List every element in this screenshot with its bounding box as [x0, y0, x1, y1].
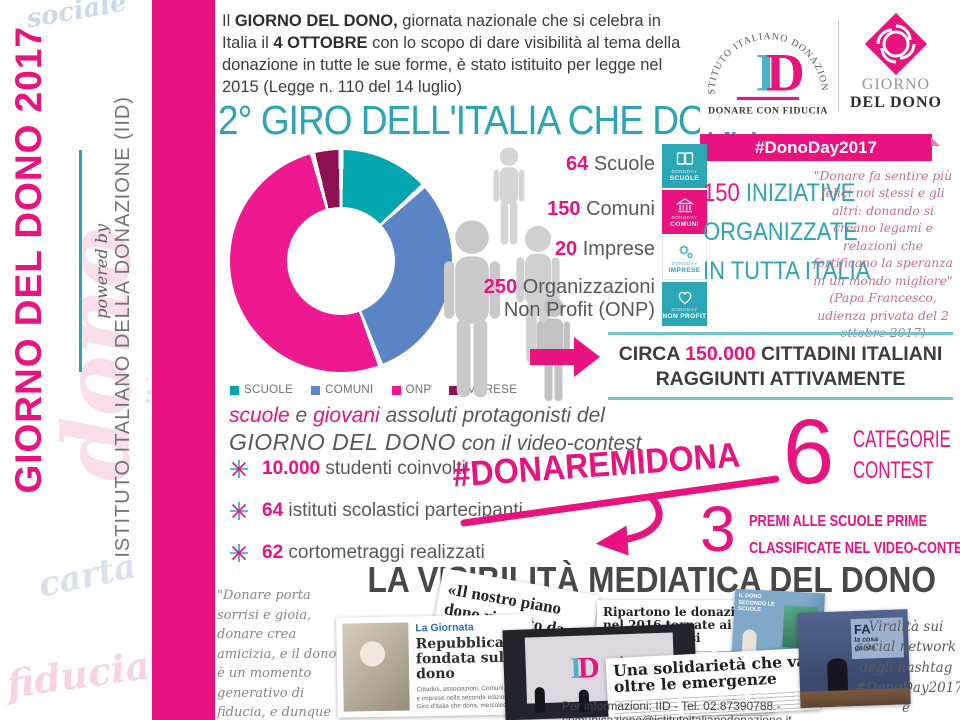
quote-text: "Donare fa sentire più felici noi stessi… [813, 169, 953, 288]
badge-comuni: DONODAY COMUNI [662, 190, 707, 234]
badge-brand: DONODAY [671, 261, 698, 266]
school-stat-row: 62 cortometraggi realizzati [228, 542, 485, 564]
giorno-del-dono-logo-icon [864, 12, 928, 76]
clipping-photo [342, 622, 410, 712]
sidebar-divider-line [79, 150, 82, 372]
badge-brand: DONODAY [671, 307, 698, 312]
clipping-headline: Una solidarietà che va oltre le emergenz… [612, 651, 807, 697]
legend-label: SCUOLE [244, 384, 294, 396]
book-icon [676, 152, 693, 165]
iid-letter-i: I [756, 43, 777, 103]
category-badges: DONODAY SCUOLE DONODAY COMUNI DONODAY IM… [662, 144, 707, 326]
stat-scuole: 64 Scuole [566, 153, 655, 175]
quote-mattarella: "Donare porta sorrisi e gioia, donare cr… [217, 586, 339, 720]
badge-label: IMPRESE [668, 267, 701, 274]
social-virality-note: Viralità sui social network degli hashta… [855, 619, 960, 716]
sidebar-magenta-bar [152, 0, 215, 720]
iid-tagline: DONARE CON FIDUCIA [708, 105, 828, 116]
hashtag-campaign-block: #DONAREMIDONA [451, 433, 789, 576]
iid-logo: ISTITUTO ITALIANO DONAZIONE I D DONARE C… [697, 0, 829, 116]
legend-label: COMUNI [325, 384, 374, 396]
badge-label: SCUOLE [669, 175, 700, 182]
badge-imprese: DONODAY IMPRESE [662, 236, 707, 280]
initiatives-claim: 150 INIZIATIVE ORGANIZZATE IN TUTTA ITAL… [703, 179, 871, 285]
badge-non-profit: DONODAY NON PROFIT [662, 282, 707, 326]
asterisk-icon [230, 460, 248, 478]
logo-divider [838, 20, 839, 112]
quote-papa-francesco: "Donare fa sentire più felici noi stessi… [812, 168, 954, 343]
badge-label: NON PROFIT [662, 313, 707, 320]
iid-screen-logo: ID [569, 651, 601, 686]
asterisk-icon [230, 502, 248, 520]
watermark-word: fiducia [3, 642, 153, 707]
sidebar-title: GIORNO DEL DONO 2017 [8, 26, 49, 494]
separator-line [608, 397, 953, 400]
badge-label: COMUNI [670, 221, 699, 228]
legend-swatch [311, 385, 321, 395]
swoosh-arrow-icon [460, 475, 780, 556]
legend-item: ONP [391, 384, 432, 396]
legend-item: COMUNI [311, 384, 373, 396]
badge-brand: DONODAY [671, 215, 698, 220]
badge-brand: DONODAY [671, 169, 698, 174]
legend-swatch [391, 385, 401, 395]
stat-comuni: 150 Comuni [547, 198, 655, 220]
reach-claim: CIRCA 150.000 CITTADINI ITALIANI RAGGIUN… [618, 343, 943, 391]
badge-scuole: DONODAY SCUOLE [662, 144, 707, 188]
bank-icon [675, 198, 694, 213]
sidebar-organization: ISTITUTO ITALIANO DELLA DONAZIONE (IID) [112, 96, 134, 558]
tv-person-silhouette [826, 658, 849, 693]
iid-letter-d: D [766, 43, 805, 103]
giorno-logo-line1: GIORNO [861, 76, 931, 93]
legend-swatch [449, 385, 459, 395]
page-title: 2° GIRO DELL'ITALIA CHE DONA [218, 97, 756, 143]
arrow-right-icon [530, 349, 574, 365]
powered-by-label: powered by [92, 224, 111, 319]
gears-icon [678, 245, 693, 259]
tv-caption: IL DONO SECONDO LE SCUOLE [737, 592, 775, 614]
donut-chart [230, 150, 452, 372]
stat-onp: 250 Organizzazioni Non Profit (ONP) [483, 276, 655, 321]
prizes-number: 3 [700, 493, 736, 565]
contest-categories-number: 6 [783, 401, 835, 503]
contest-categories-label: CATEGORIE CONTEST [853, 426, 951, 484]
schools-heading-line1: scuole e giovani assoluti protagonisti d… [229, 404, 605, 427]
legend-swatch [230, 385, 239, 395]
quote-text: "Donare porta sorrisi e gioia, donare cr… [217, 588, 337, 720]
separator-line [608, 332, 953, 335]
legend-label: ONP [405, 384, 432, 396]
giorno-logo-line2: DEL DONO [849, 94, 942, 111]
quote-author: (Papa Francesco, udienza privata del 2 o… [817, 291, 949, 340]
prizes-label: PREMI ALLE SCUOLE PRIME CLASSIFICATE NEL… [749, 513, 960, 557]
school-stat-row: 10.000 studenti coinvolti [228, 458, 466, 480]
donoday-ribbon: #DonoDay2017 [700, 134, 940, 161]
stat-imprese: 20 Imprese [554, 238, 655, 260]
intro-paragraph: Il GIORNO DEL DONO, giornata nazionale c… [222, 12, 681, 96]
heart-icon [678, 291, 691, 305]
footer-contact-info: Per informazioni: IID - Tel. 02.87390788… [562, 699, 792, 720]
arrow-right-icon [574, 337, 600, 377]
schools-heading-line2: GIORNO DEL DONO con il video-contest [229, 429, 642, 455]
asterisk-icon [230, 544, 248, 562]
school-stat-row: 64 istituti scolastici partecipanti [228, 500, 523, 522]
legend-item: SCUOLE [230, 384, 293, 396]
stage-person-silhouette [534, 686, 546, 714]
